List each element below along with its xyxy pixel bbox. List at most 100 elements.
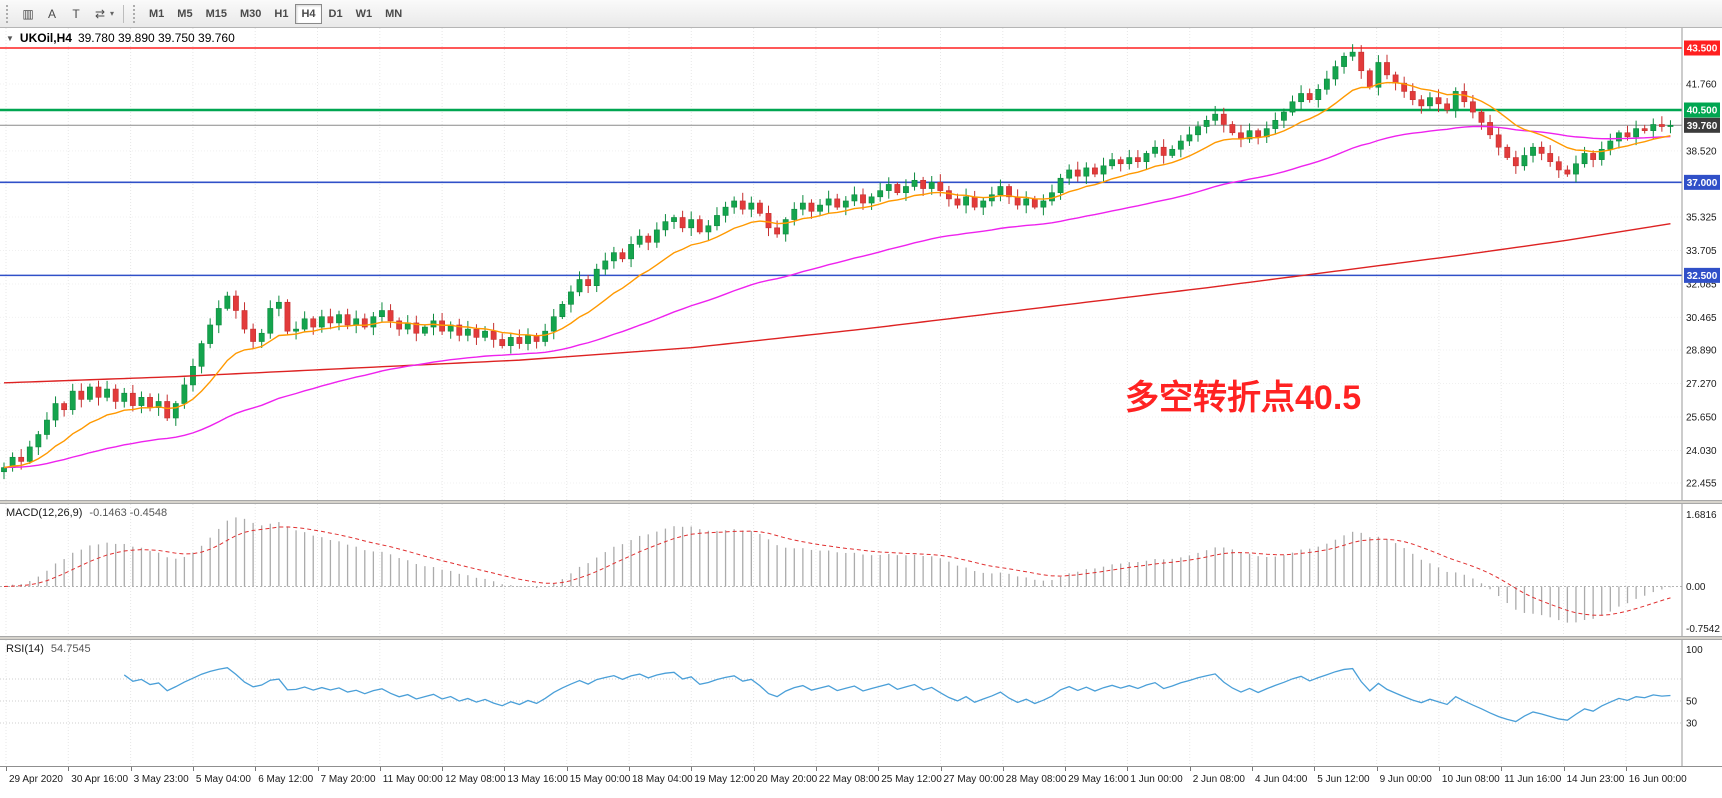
- time-axis-label: 29 Apr 2020: [9, 774, 63, 785]
- price-axis-label: 38.520: [1686, 146, 1717, 157]
- horizontal-level-lines[interactable]: [0, 47, 1682, 277]
- candle: [1444, 98, 1451, 114]
- candle: [1212, 105, 1219, 126]
- timeframe-button-mn[interactable]: MN: [385, 7, 403, 20]
- price-axis-label: 24.030: [1686, 446, 1717, 457]
- candle: [507, 333, 514, 354]
- svg-text:40.500: 40.500: [1687, 106, 1718, 117]
- candle: [997, 179, 1004, 202]
- candle: [860, 188, 866, 210]
- time-axis-tick: [255, 767, 257, 771]
- toolbar-drag-handle[interactable]: [6, 4, 10, 23]
- timeframe-button-h1[interactable]: H1: [274, 7, 289, 20]
- timeframe-button-h4[interactable]: H4: [295, 3, 322, 24]
- price-level-badge: 39.760: [1684, 117, 1720, 133]
- chart-text-annotation[interactable]: 多空转折点40.5: [1125, 379, 1362, 417]
- candle: [954, 193, 961, 209]
- svg-text:0.00: 0.00: [1686, 582, 1706, 593]
- candle: [1083, 162, 1090, 185]
- chart-title: ▼ UKOil,H4 39.780 39.890 39.750 39.760: [6, 31, 235, 45]
- candle: [1246, 123, 1253, 143]
- timeframe-button-m1[interactable]: M1: [149, 7, 165, 20]
- candle: [1315, 84, 1322, 108]
- candle: [559, 301, 566, 320]
- cycle-lines-tool-icon[interactable]: ⇄: [94, 6, 106, 21]
- time-axis-tick: [1002, 767, 1004, 771]
- candle: [207, 318, 214, 349]
- toolbar-separator: [123, 4, 125, 23]
- candle: [1040, 194, 1047, 216]
- candle: [121, 387, 128, 408]
- candle: [1306, 88, 1313, 103]
- red-slow-ma-line: [3, 223, 1671, 384]
- timeframe-button-m15[interactable]: M15: [205, 7, 227, 20]
- timeframe-toolbar-drag-handle[interactable]: [133, 4, 137, 23]
- candle: [69, 383, 76, 415]
- time-axis-tick: [1625, 767, 1627, 771]
- text-tool-icon[interactable]: T: [72, 6, 80, 21]
- candle: [1547, 145, 1554, 167]
- time-axis-label: 13 May 16:00: [507, 774, 568, 785]
- macd-chart[interactable]: 1.6816 0.00 -0.7542: [0, 504, 1722, 636]
- price-chart[interactable]: 41.760 38.520 35.325 33.705 32.085 30.465 28.8…: [0, 28, 1722, 500]
- candle: [1006, 183, 1012, 205]
- candle: [1100, 157, 1107, 183]
- timeframe-button-m30[interactable]: M30: [239, 7, 262, 20]
- time-axis-label: 5 Jun 12:00: [1317, 774, 1370, 785]
- candle: [748, 196, 755, 218]
- dropdown-caret-icon[interactable]: ▾: [110, 9, 115, 18]
- candle: [1177, 135, 1184, 158]
- time-axis[interactable]: 29 Apr 2020 30 Apr 16:00 3 May 23:00 5 May …: [0, 766, 1722, 798]
- candle: [353, 310, 360, 334]
- svg-text:50: 50: [1686, 697, 1698, 708]
- timeframe-button-m5[interactable]: M5: [177, 7, 193, 20]
- time-axis-tick: [1376, 767, 1378, 771]
- candle: [662, 214, 669, 237]
- candle: [95, 380, 102, 406]
- svg-text:43.500: 43.500: [1687, 44, 1718, 55]
- time-axis-tick: [1501, 767, 1503, 771]
- candle: [327, 308, 334, 330]
- rsi-chart[interactable]: 100 50 30: [0, 640, 1722, 766]
- chart-window-icon[interactable]: ▥: [22, 6, 34, 21]
- candle: [885, 177, 892, 199]
- candle: [172, 400, 179, 426]
- candle: [258, 328, 265, 348]
- rsi-axis[interactable]: 100 50 30: [1681, 640, 1703, 766]
- candle: [1521, 147, 1528, 171]
- svg-text:-0.7542: -0.7542: [1686, 624, 1720, 635]
- candle: [825, 190, 832, 214]
- candle: [911, 172, 918, 191]
- macd-indicator-panel[interactable]: MACD(12,26,9) -0.1463 -0.4548 1.6816 0.00…: [0, 504, 1722, 636]
- candle: [1160, 139, 1167, 164]
- price-axis[interactable]: 41.760 38.520 35.325 33.705 32.085 30.465 28.8…: [1681, 28, 1720, 500]
- timeframe-buttons-group: M1 M5 M15 M30 H1 H4 D1 W1 MN: [143, 3, 408, 24]
- collapse-triangle-icon[interactable]: ▼: [6, 33, 14, 43]
- timeframe-button-w1[interactable]: W1: [355, 7, 373, 20]
- panel-separator[interactable]: [0, 500, 1722, 504]
- rsi-indicator-panel[interactable]: RSI(14) 54.7545 100 50 30: [0, 640, 1722, 766]
- candle: [842, 196, 849, 216]
- macd-signal-line: [3, 526, 1671, 616]
- timeframe-button-d1[interactable]: D1: [328, 7, 343, 20]
- candle: [404, 315, 411, 335]
- symbol-label: UKOil,H4: [19, 31, 72, 45]
- time-axis-tick: [1438, 767, 1440, 771]
- candle: [1401, 76, 1408, 98]
- candle: [1203, 115, 1210, 134]
- candle: [1220, 107, 1227, 133]
- time-axis-tick: [317, 767, 319, 771]
- macd-axis[interactable]: 1.6816 0.00 -0.7542: [1681, 504, 1720, 636]
- candle: [1332, 60, 1339, 86]
- panel-separator[interactable]: [0, 636, 1722, 640]
- arrow-tool-icon[interactable]: A: [47, 6, 56, 21]
- candle: [903, 179, 909, 201]
- candle: [714, 207, 720, 231]
- main-chart-panel[interactable]: ▼ UKOil,H4 39.780 39.890 39.750 39.760 4…: [0, 28, 1722, 500]
- candle: [1607, 133, 1614, 156]
- price-axis-label: 32.085: [1686, 279, 1717, 290]
- time-axis-label: 20 May 20:00: [756, 774, 818, 785]
- price-axis-label: 30.465: [1686, 313, 1717, 324]
- candle: [722, 201, 729, 223]
- candle: [1109, 152, 1116, 170]
